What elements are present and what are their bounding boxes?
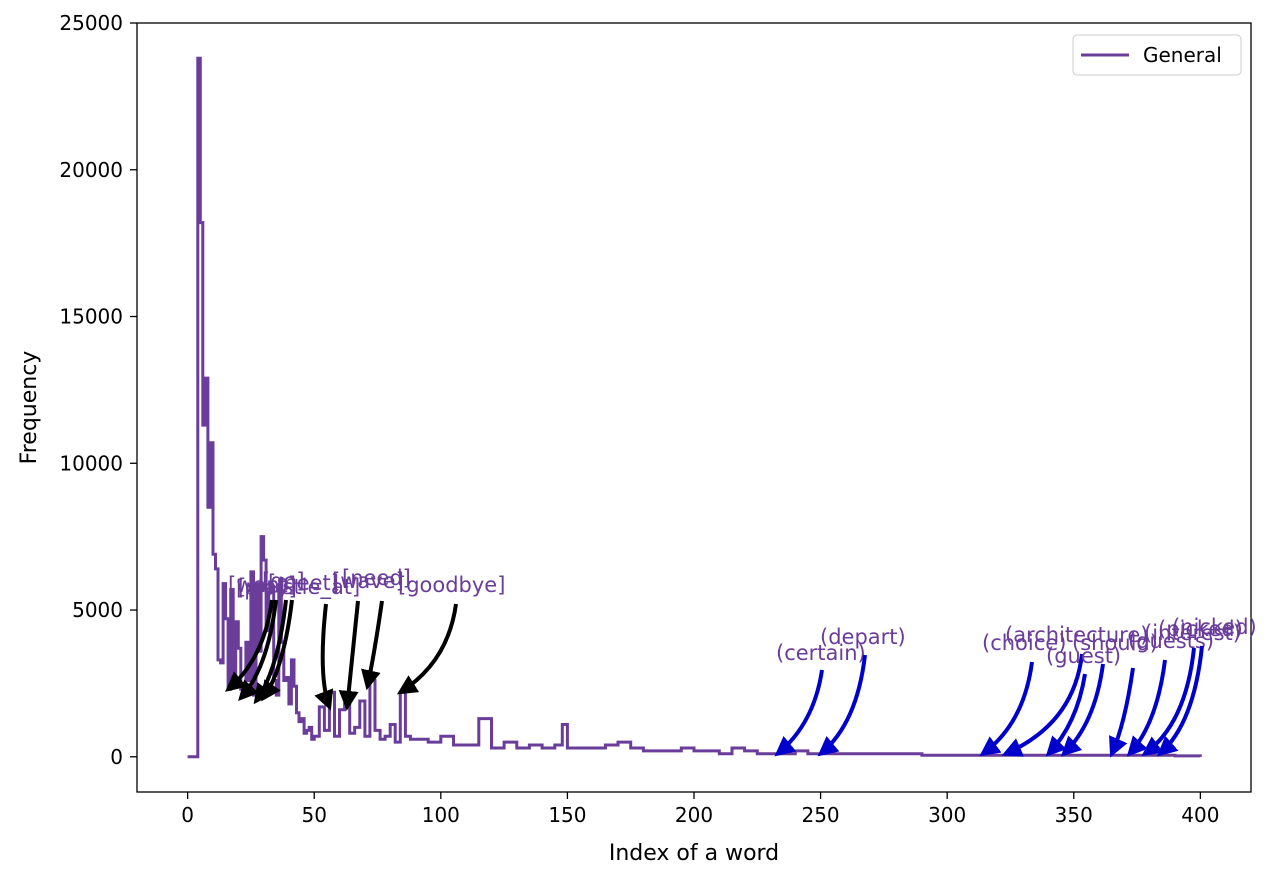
annotation-arrow (1126, 659, 1167, 757)
x-tick-label: 250 (801, 803, 839, 827)
annotation-arrow (261, 599, 294, 702)
y-tick-label: 0 (110, 745, 123, 769)
annotation-label: [whistle_at] (238, 575, 360, 600)
annotation-label: (depart) (820, 625, 906, 649)
annotation-label: [go] (262, 569, 305, 593)
annotation-arrow (225, 599, 274, 692)
annotation-arrow (1001, 653, 1084, 757)
annotation-label: [need] (342, 566, 411, 590)
annotation-arrow (338, 600, 360, 711)
annotation-label: (nicked) (1172, 615, 1257, 639)
x-tick-label: 400 (1181, 803, 1219, 827)
x-tick-label: 150 (548, 803, 586, 827)
annotation-label: [want] (228, 573, 296, 597)
legend-label-general: General (1143, 43, 1222, 67)
annotation-label: (interest) (1144, 621, 1241, 645)
annotation-label: [play] (236, 576, 297, 600)
annotation-arrow (253, 599, 288, 705)
annotation-arrow (396, 603, 458, 695)
annotation-arrow (314, 603, 334, 711)
annotation-arrow (979, 661, 1034, 757)
x-tick-label: 0 (181, 803, 194, 827)
y-axis-title: Frequency (17, 351, 42, 465)
annotation-arrow (1060, 663, 1105, 757)
annotation-label: (should) (1072, 631, 1158, 655)
y-tick-label: 10000 (59, 451, 123, 475)
x-tick-label: 350 (1055, 803, 1093, 827)
legend-box (1072, 34, 1242, 76)
annotations-group: [want][play][go][meet][whistle_at][wave]… (225, 566, 1257, 758)
annotation-label: (choice) (982, 631, 1066, 655)
x-tick-label: 50 (302, 803, 327, 827)
annotation-arrow (1156, 645, 1204, 757)
y-axis-ticks: 0 5000 10000 15000 20000 25000 (59, 11, 137, 769)
annotation-label: [wave] (332, 569, 404, 593)
y-tick-label: 25000 (59, 11, 123, 35)
annotation-label: (certain) (776, 641, 866, 665)
x-axis-ticks: 0 50 100 150 200 250 300 350 400 (181, 792, 1219, 827)
annotation-arrow (774, 669, 824, 757)
annotation-label: (architecture) (1005, 623, 1148, 647)
x-tick-label: 200 (675, 803, 713, 827)
series-line-general (187, 56, 1202, 759)
x-tick-label: 100 (422, 803, 460, 827)
annotation-arrow (1141, 647, 1196, 757)
annotation-label: [goodbye] (398, 573, 505, 597)
annotation-label: (picked) (1158, 617, 1243, 641)
annotation-arrow (1109, 667, 1135, 758)
legend: General (1072, 34, 1242, 76)
x-axis-title: Index of a word (609, 841, 779, 866)
annotation-arrow (817, 654, 867, 757)
x-tick-label: 300 (928, 803, 966, 827)
y-tick-label: 20000 (59, 158, 123, 182)
annotation-arrow (1045, 673, 1087, 757)
y-tick-label: 5000 (72, 598, 123, 622)
y-tick-label: 15000 (59, 305, 123, 329)
annotation-arrow (238, 599, 278, 702)
annotation-label: (guest) (1046, 644, 1121, 668)
annotation-label: [meet] (268, 571, 339, 595)
annotation-arrow (361, 600, 384, 691)
